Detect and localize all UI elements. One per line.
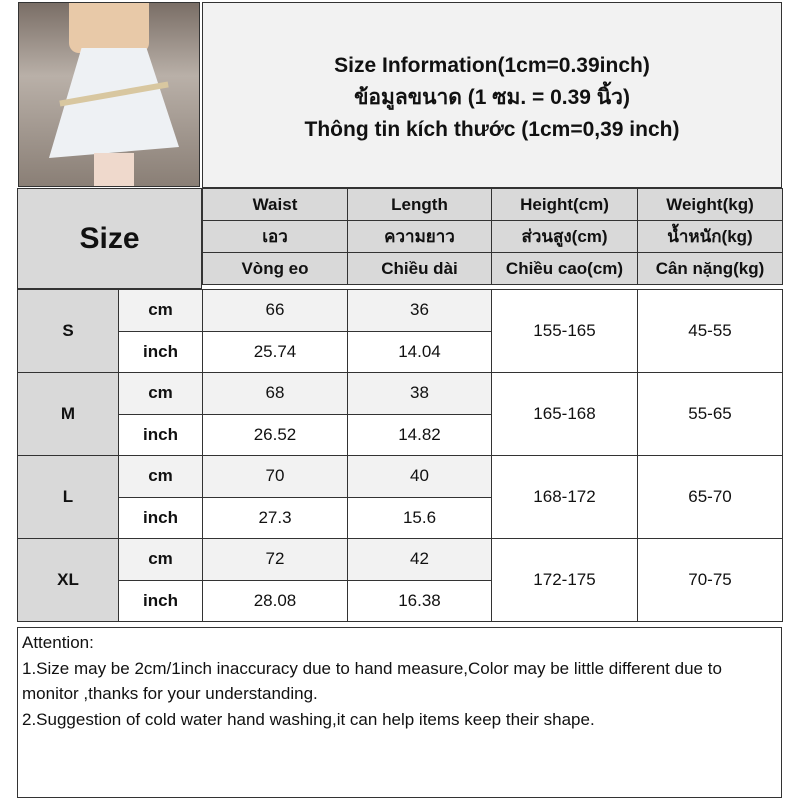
length-inch: 15.6 [347,496,492,539]
length-cm: 36 [347,289,492,332]
weight-range: 45-55 [637,289,783,373]
title-english: Size Information(1cm=0.39inch) [334,54,650,77]
header-waist-th: เอว [202,220,348,253]
table-row: inch 26.52 14.82 [18,413,783,456]
table-row: XL cm 72 42 172-175 70-75 [17,538,783,622]
unit-cm: cm [118,289,203,332]
header-length: Length [347,188,492,221]
header-weight-th: น้ำหนัก(kg) [637,220,783,253]
length-cm: 38 [347,372,492,415]
title-thai: ข้อมูลขนาด (1 ซม. = 0.39 นิ้ว) [354,86,630,109]
attention-heading: Attention: [22,633,94,652]
size-cell: L [17,455,119,539]
unit-cm: cm [118,455,203,498]
header-height: Height(cm) [491,188,638,221]
size-cell: M [17,372,119,456]
attention-note-1: 1.Size may be 2cm/1inch inaccuracy due t… [22,658,722,704]
header-weight-vi: Cân nặng(kg) [637,252,783,285]
weight-range: 70-75 [637,538,783,622]
length-cm: 42 [347,538,492,581]
unit-inch: inch [118,496,203,539]
length-inch: 16.38 [347,579,492,622]
waist-inch: 25.74 [202,330,348,373]
header-waist-vi: Vòng eo [202,252,348,285]
weight-range: 55-65 [637,372,783,456]
size-information-title: Size Information(1cm=0.39inch) ข้อมูลขนา… [202,2,782,188]
table-row: L cm 70 40 168-172 65-70 [17,455,783,539]
size-table: S cm 66 36 155-165 45-55 inch 25.74 14.0… [17,289,783,622]
attention-notes: Attention: 1.Size may be 2cm/1inch inacc… [17,627,782,798]
length-inch: 14.04 [347,330,492,373]
table-row: inch 25.74 14.04 [18,330,783,373]
waist-cm: 68 [202,372,348,415]
length-cm: 40 [347,455,492,498]
column-headers: Waist Length Height(cm) Weight(kg) เอว ค… [202,188,783,285]
header-weight: Weight(kg) [637,188,783,221]
table-row: inch 28.08 16.38 [18,579,783,622]
table-row: M cm 68 38 165-168 55-65 [17,372,783,456]
unit-cm: cm [118,538,203,581]
attention-note-2: 2.Suggestion of cold water hand washing,… [22,709,595,729]
unit-inch: inch [118,413,203,456]
product-photo [18,2,200,187]
unit-cm: cm [118,372,203,415]
size-header: Size [17,188,202,289]
header-height-vi: Chiều cao(cm) [491,252,638,285]
waist-inch: 28.08 [202,579,348,622]
waist-cm: 72 [202,538,348,581]
waist-inch: 26.52 [202,413,348,456]
header-height-th: ส่วนสูง(cm) [491,220,638,253]
height-range: 172-175 [491,538,638,622]
unit-inch: inch [118,579,203,622]
height-range: 165-168 [491,372,638,456]
header-waist: Waist [202,188,348,221]
waist-cm: 66 [202,289,348,332]
unit-inch: inch [118,330,203,373]
weight-range: 65-70 [637,455,783,539]
header-length-th: ความยาว [347,220,492,253]
height-range: 155-165 [491,289,638,373]
size-cell: XL [17,538,119,622]
size-cell: S [17,289,119,373]
header-length-vi: Chiều dài [347,252,492,285]
table-row: inch 27.3 15.6 [18,496,783,539]
table-row: S cm 66 36 155-165 45-55 [17,289,783,373]
title-vietnamese: Thông tin kích thước (1cm=0,39 inch) [304,118,680,141]
waist-inch: 27.3 [202,496,348,539]
height-range: 168-172 [491,455,638,539]
length-inch: 14.82 [347,413,492,456]
waist-cm: 70 [202,455,348,498]
